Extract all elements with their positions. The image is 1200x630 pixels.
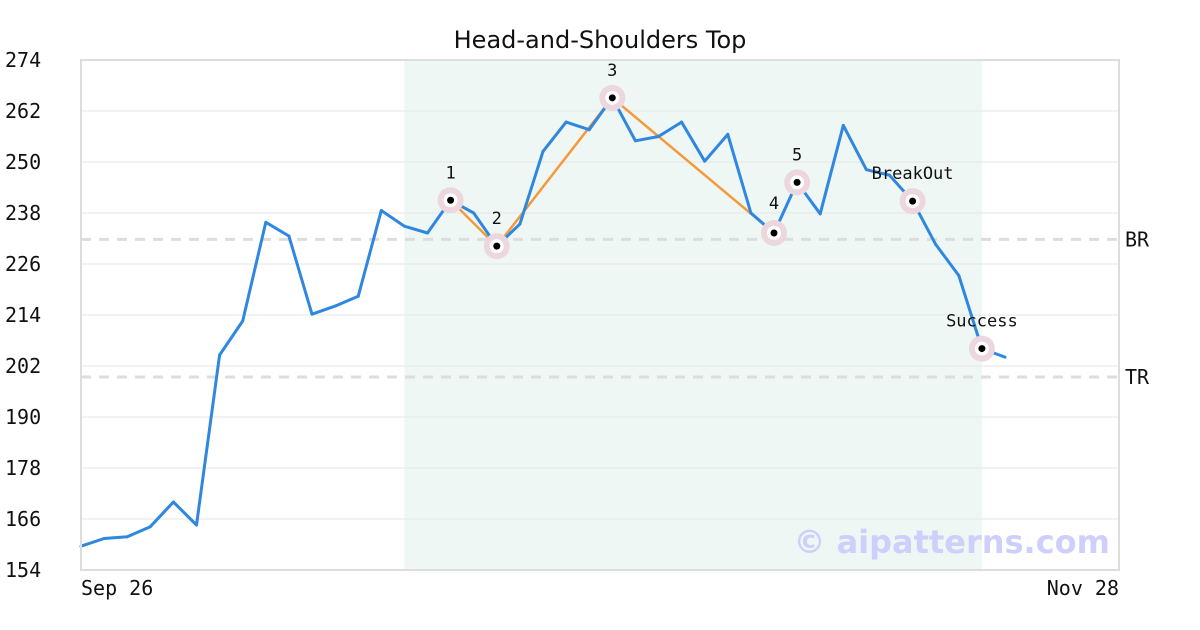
pattern-label-2: 2 — [492, 209, 502, 229]
price-point — [518, 222, 522, 226]
price-point — [841, 123, 845, 127]
pattern-marker-breakout — [909, 197, 917, 205]
pattern-marker-success — [978, 345, 986, 353]
price-point — [888, 173, 891, 177]
price-point — [287, 234, 291, 238]
plot-frame — [80, 59, 1120, 571]
y-tick-label: 226 — [5, 252, 41, 276]
pattern-marker-4 — [770, 229, 778, 237]
price-point — [333, 304, 337, 308]
price-point — [657, 135, 660, 138]
x-end-label: Nov 28 — [1047, 576, 1119, 600]
price-point — [171, 500, 175, 504]
price-point — [541, 149, 545, 153]
y-tick-label: 238 — [5, 201, 41, 225]
y-tick-label: 274 — [5, 48, 41, 72]
price-point — [1003, 355, 1007, 359]
y-tick-label: 190 — [5, 405, 41, 429]
price-point — [749, 211, 753, 215]
pattern-label-4: 4 — [769, 194, 779, 214]
pattern-marker-5 — [793, 178, 801, 186]
price-point — [818, 212, 822, 216]
price-point — [148, 525, 152, 529]
pattern-marker-3 — [608, 94, 616, 102]
y-tick-label: 178 — [5, 456, 41, 480]
price-point — [356, 294, 360, 298]
y-tick-label: 166 — [5, 507, 41, 531]
level-label-br: BR — [1125, 227, 1150, 251]
price-point — [564, 120, 568, 124]
y-tick-label: 214 — [5, 303, 41, 327]
price-point — [102, 537, 106, 541]
watermark: © aipatterns.com — [793, 523, 1110, 561]
price-point — [310, 312, 314, 316]
price-point — [726, 132, 730, 136]
y-tick-label: 154 — [5, 558, 41, 582]
pattern-label-3: 3 — [607, 61, 617, 81]
pattern-label-breakout: BreakOut — [872, 164, 954, 184]
price-point — [379, 208, 383, 212]
price-point — [957, 273, 961, 277]
price-point — [680, 120, 684, 124]
y-tick-label: 202 — [5, 354, 41, 378]
price-point — [934, 242, 938, 246]
price-point — [195, 523, 198, 527]
chart-title: Head-and-Shoulders Top — [454, 26, 747, 54]
x-start-label: Sep 26 — [81, 576, 153, 600]
price-point — [264, 220, 268, 224]
y-tick-label: 262 — [5, 99, 41, 123]
price-point — [218, 353, 222, 357]
price-point — [864, 168, 868, 172]
pattern-marker-1 — [447, 196, 455, 204]
y-tick-label: 250 — [5, 150, 41, 174]
price-point — [125, 535, 129, 539]
pattern-marker-2 — [493, 242, 501, 250]
price-point — [241, 319, 245, 323]
pattern-label-5: 5 — [792, 145, 802, 165]
price-point — [703, 159, 707, 163]
pattern-label-success: Success — [946, 312, 1018, 332]
level-label-tr: TR — [1125, 365, 1150, 389]
price-point — [633, 139, 637, 143]
price-point — [587, 128, 591, 132]
price-point — [426, 231, 429, 235]
price-point — [472, 211, 476, 215]
price-point — [402, 224, 406, 228]
pattern-label-1: 1 — [445, 163, 455, 183]
